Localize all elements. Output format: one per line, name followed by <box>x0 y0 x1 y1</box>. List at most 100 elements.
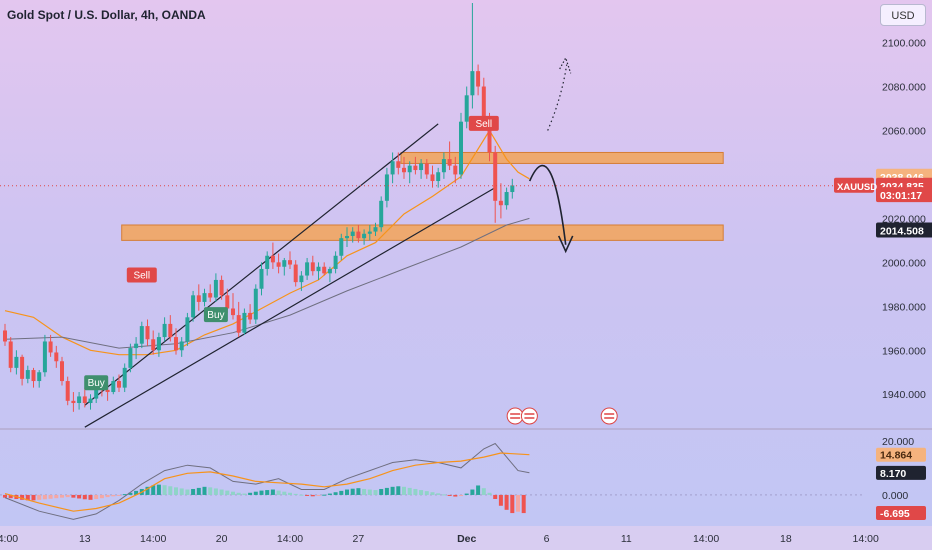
candle-body <box>225 295 230 309</box>
macd-histogram-bar <box>168 486 173 495</box>
candle-body <box>305 262 310 276</box>
flag-us-icon[interactable] <box>600 407 618 425</box>
event-icon-lightning[interactable] <box>506 407 524 425</box>
macd-histogram-bar <box>487 492 492 495</box>
moving-average-line <box>4 129 530 356</box>
macd-histogram-bar <box>305 494 310 496</box>
macd-histogram-bar <box>54 494 59 499</box>
macd-histogram-bar <box>236 492 241 495</box>
supply-demand-zone[interactable] <box>400 151 724 164</box>
candle-body <box>441 159 446 173</box>
macd-value-tag-label: -6.695 <box>880 508 910 520</box>
macd-histogram-bar <box>441 494 446 496</box>
macd-histogram-bar <box>94 494 99 499</box>
macd-histogram-bar <box>179 488 184 495</box>
candle-body <box>191 295 196 318</box>
time-axis-tick-label: 11 <box>621 533 632 545</box>
macd-histogram-bar <box>174 487 178 495</box>
channel-trend-line[interactable] <box>84 187 496 428</box>
macd-histogram-bar <box>419 490 424 495</box>
arrow-head-up <box>559 56 572 74</box>
candle-body <box>111 381 116 393</box>
candle-body <box>117 381 121 388</box>
macd-histogram-bar <box>407 487 412 495</box>
macd-value-tag-label: 8.170 <box>880 468 906 480</box>
macd-histogram-bar <box>453 494 458 497</box>
candle-body <box>362 233 367 239</box>
candle-body <box>253 288 258 320</box>
macd-histogram-bar <box>362 488 367 495</box>
macd-histogram-bar <box>345 489 349 495</box>
macd-histogram-bar <box>259 490 264 495</box>
candle-body <box>259 268 264 289</box>
macd-histogram-bar <box>516 494 520 512</box>
macd-value-tag <box>876 465 926 480</box>
projection-arrow-down[interactable] <box>528 164 567 245</box>
signal-badge-buy <box>84 375 109 391</box>
candle-body <box>356 231 361 239</box>
price-axis-tag-label: 03:01:17 <box>880 190 922 202</box>
macd-histogram-bar <box>390 486 395 495</box>
candle-body <box>202 293 207 302</box>
candle-body <box>322 266 327 274</box>
macd-signal-line <box>4 452 530 512</box>
macd-histogram-bar <box>248 492 253 495</box>
candle-body <box>31 370 36 382</box>
candle-body <box>196 295 201 302</box>
macd-histogram-bar <box>77 494 82 499</box>
macd-histogram-bar <box>208 487 213 495</box>
macd-histogram-bar <box>48 494 53 499</box>
candle-body <box>168 323 173 338</box>
macd-histogram-bar <box>213 488 218 495</box>
candle-body <box>327 268 332 274</box>
flag-us-icon[interactable] <box>520 407 538 425</box>
candle-body <box>71 400 76 404</box>
candle-body <box>481 86 486 122</box>
time-axis-tick-label: 27 <box>353 533 365 545</box>
macd-histogram-bar <box>145 486 150 495</box>
macd-histogram-bar <box>322 494 327 496</box>
currency-button[interactable]: USD <box>880 4 926 26</box>
candle-body <box>88 398 93 404</box>
macd-histogram-bar <box>219 489 224 495</box>
candle-body <box>487 121 492 153</box>
candle-body <box>174 337 178 351</box>
supply-demand-zone[interactable] <box>121 224 724 241</box>
price-axis-tag-label: 2014.508 <box>880 225 924 237</box>
candle-body <box>231 308 235 316</box>
macd-histogram-bar <box>288 492 292 495</box>
price-axis-tag <box>876 222 932 238</box>
candle-body <box>447 159 452 166</box>
macd-histogram-bar <box>379 488 384 495</box>
candle-body <box>134 343 139 349</box>
time-axis-tick-label: 14:00 <box>693 533 719 545</box>
macd-histogram-bar <box>310 494 315 497</box>
candle-body <box>77 396 82 404</box>
candle-body <box>493 152 498 201</box>
time-axis-tick-label: 14:00 <box>277 533 303 545</box>
signal-badge-label: Buy <box>88 378 105 389</box>
candle-body <box>430 174 435 182</box>
candle-body <box>151 339 156 351</box>
candle-body <box>54 352 59 362</box>
macd-histogram-bar <box>196 487 201 495</box>
candle-body <box>20 356 25 379</box>
candle-body <box>453 165 458 175</box>
candle-body <box>213 279 218 298</box>
macd-line <box>4 442 530 520</box>
candle-body <box>333 255 338 269</box>
signal-badge-buy <box>203 307 228 323</box>
candle-body <box>288 260 292 265</box>
macd-histogram-bar <box>333 492 338 495</box>
macd-histogram-bar <box>493 494 498 499</box>
candle-body <box>65 381 70 401</box>
macd-histogram-bar <box>60 494 64 498</box>
projection-arrow-up[interactable] <box>547 64 568 131</box>
candle-body <box>316 266 321 272</box>
macd-histogram-bar <box>464 493 469 495</box>
candle-body <box>105 389 110 393</box>
candle-body <box>396 161 401 168</box>
macd-histogram-bar <box>373 490 378 495</box>
macd-histogram-bar <box>231 491 235 495</box>
